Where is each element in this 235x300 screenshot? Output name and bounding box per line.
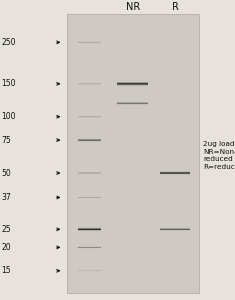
Bar (67, 14, 199, 293)
Text: 25: 25 (1, 225, 11, 234)
Text: 20: 20 (1, 243, 11, 252)
Text: 75: 75 (1, 136, 11, 145)
Text: 100: 100 (1, 112, 16, 121)
Text: NR: NR (126, 2, 140, 12)
Text: R: R (172, 2, 179, 12)
Text: 15: 15 (1, 266, 11, 275)
Text: 2ug loading
NR=Non-
reduced
R=reduced: 2ug loading NR=Non- reduced R=reduced (203, 141, 235, 170)
Text: 50: 50 (1, 169, 11, 178)
Text: 250: 250 (1, 38, 16, 47)
Text: 150: 150 (1, 79, 16, 88)
Text: 37: 37 (1, 193, 11, 202)
